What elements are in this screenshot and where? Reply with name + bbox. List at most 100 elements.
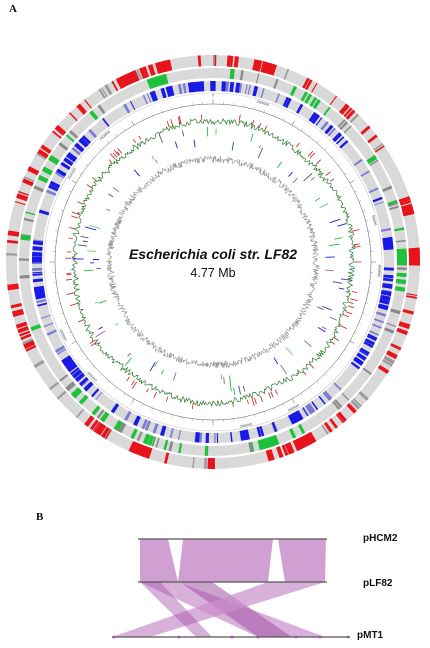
inner-ring-light-blue-mark xyxy=(380,227,392,232)
inner-ring-light-blue-mark xyxy=(55,172,65,179)
tick-mark xyxy=(291,120,295,126)
outer-ring-gray-mark xyxy=(23,176,35,183)
outer-ring-gray-mark xyxy=(203,457,207,469)
inner-ring-blue-mark xyxy=(74,372,85,382)
middle-ring-green-mark xyxy=(250,441,255,452)
inner-ring-blue-block xyxy=(33,285,46,300)
outer-ring-red-mark xyxy=(252,59,258,71)
coordinate-ticks: 0 500000 1000000 1500000 2000000 2500000 30000… xyxy=(50,94,382,428)
inner-feature-mark xyxy=(257,147,264,159)
outer-ring-red-mark xyxy=(84,99,92,109)
middle-ring-green-mark xyxy=(99,411,110,423)
middle-ring-gray-mark xyxy=(239,70,244,81)
inner-feature-mark xyxy=(155,159,158,164)
tick-mark xyxy=(349,340,355,344)
outer-ring-red-mark xyxy=(19,330,31,337)
inner-ring-blue-mark xyxy=(378,303,389,309)
inner-ring-light-blue-mark xyxy=(46,189,57,197)
inner-feature-mark xyxy=(181,130,185,137)
inner-ring-blue-mark xyxy=(363,341,374,349)
inner-ring-blue-block xyxy=(382,236,394,251)
pmt1-marker xyxy=(177,635,181,639)
inner-ring-blue-mark xyxy=(230,431,233,443)
middle-ring-green-mark xyxy=(41,166,53,176)
inner-feature-mark xyxy=(310,176,315,181)
tick-mark xyxy=(309,134,311,137)
inner-ring-blue-mark xyxy=(377,305,389,311)
tick-mark xyxy=(349,180,355,184)
tick-label: 500000 xyxy=(371,215,378,227)
middle-ring-green-mark xyxy=(396,272,407,278)
outer-ring-red-mark xyxy=(329,95,338,106)
tick-mark xyxy=(68,190,72,193)
middle-ring-green-mark xyxy=(91,405,101,416)
inner-ring-light-blue-mark xyxy=(374,201,384,206)
outer-ring-red-mark xyxy=(20,333,32,341)
outer-ring-red-mark xyxy=(374,145,385,153)
inner-feature-mark xyxy=(95,330,106,338)
panel-b-letter: B xyxy=(36,511,44,523)
middle-ring-gray-mark xyxy=(65,381,75,390)
inner-feature-mark xyxy=(193,139,196,148)
inner-ring-blue-mark xyxy=(216,432,219,443)
outer-ring-red-mark xyxy=(346,402,357,414)
tick-label: 3500000 xyxy=(239,422,252,428)
inner-ring-blue-mark xyxy=(324,125,334,135)
inner-ring-blue-mark xyxy=(32,254,43,257)
inner-ring-light-blue-mark xyxy=(170,428,174,439)
middle-ring-green-mark xyxy=(25,211,36,216)
tick-mark xyxy=(282,117,285,121)
synteny-link xyxy=(140,539,178,582)
tick-mark xyxy=(338,358,341,360)
outer-ring-red-mark xyxy=(89,419,99,431)
inner-ring-blue-mark xyxy=(72,369,83,379)
gc-skew-red-spikes xyxy=(65,114,362,409)
tick-mark xyxy=(85,358,88,360)
inner-ring-blue-mark xyxy=(282,96,289,107)
inner-ring-light-blue-mark xyxy=(124,410,132,422)
middle-ring-green-mark xyxy=(394,286,406,292)
inner-feature-mark xyxy=(108,193,114,198)
inner-ring-blue-mark xyxy=(339,140,349,149)
inner-ring-light-blue-mark xyxy=(353,158,363,167)
middle-ring-green-mark xyxy=(297,423,306,435)
pmt1-marker xyxy=(346,635,350,639)
tick-mark xyxy=(79,172,82,175)
plasmid-label-plf82: pLF82 xyxy=(363,578,393,589)
middle-ring-green-mark xyxy=(304,93,313,104)
middle-ring-gray-mark xyxy=(23,217,34,223)
outer-ring-red-mark xyxy=(367,134,378,144)
inner-ring-blue-mark xyxy=(383,267,394,271)
tick-mark xyxy=(324,148,327,151)
inner-ring-blue-mark xyxy=(381,291,392,295)
gc-content-track xyxy=(105,155,320,369)
outer-ring-red-mark xyxy=(163,452,170,464)
middle-ring-gray-mark xyxy=(255,73,260,84)
outer-ring-gray-mark xyxy=(359,391,369,400)
tick-mark xyxy=(141,117,144,121)
inner-ring-blue-mark xyxy=(302,407,309,417)
tick-mark xyxy=(57,302,61,304)
tick-mark xyxy=(263,411,265,415)
middle-ring-green-mark xyxy=(178,443,183,454)
inner-ring-blue-mark xyxy=(379,298,390,305)
outer-ring-red-mark xyxy=(329,418,338,429)
tick-mark xyxy=(365,220,369,222)
middle-ring-gray-mark xyxy=(19,258,30,261)
middle-ring-green-mark xyxy=(78,394,89,405)
inner-feature-mark xyxy=(303,173,313,182)
tick-mark xyxy=(115,387,117,390)
middle-ring-green-mark xyxy=(65,134,75,143)
inner-ring-light-blue-mark xyxy=(46,329,57,336)
inner-ring-blue-mark xyxy=(74,143,84,152)
middle-ring-gray-mark xyxy=(66,382,76,392)
outer-ring-red-mark xyxy=(197,55,202,67)
tick-mark xyxy=(362,312,366,314)
outer-ring-red-mark xyxy=(16,194,28,202)
inner-ring-light-blue-mark xyxy=(123,103,131,114)
middle-ring-green-mark xyxy=(147,435,154,446)
inner-ring-blue-mark xyxy=(350,361,361,370)
middle-ring-green-mark xyxy=(113,420,123,432)
outer-ring-red-mark xyxy=(398,321,411,330)
inner-ring-blue-mark xyxy=(235,82,241,93)
